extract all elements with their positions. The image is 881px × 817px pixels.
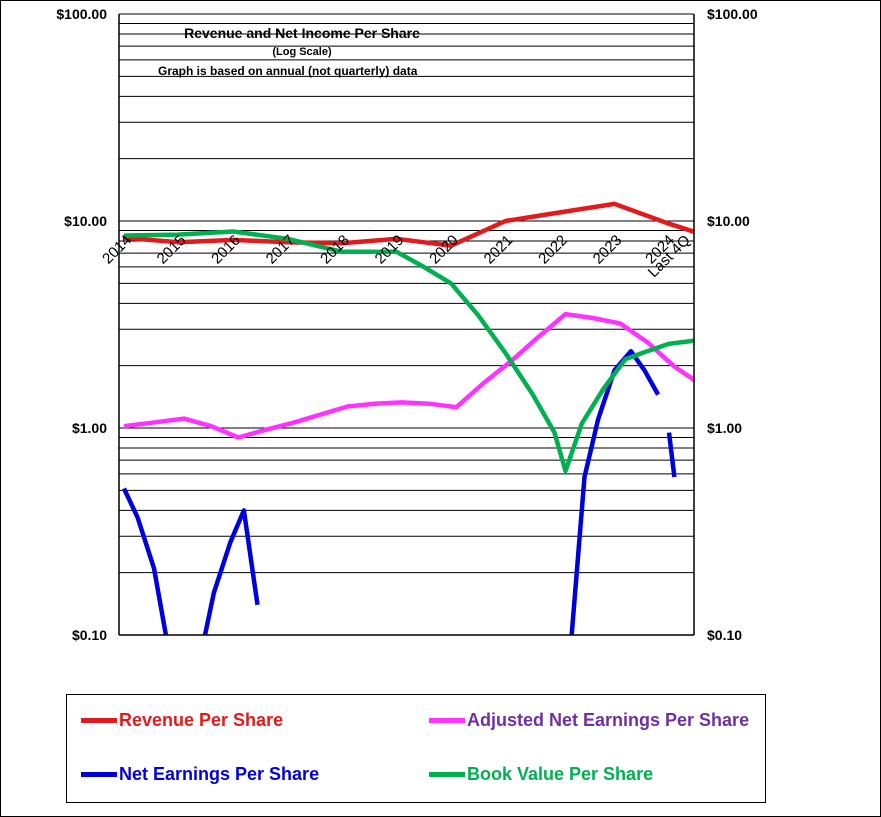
chart-subtitle: (Log Scale) (272, 46, 332, 58)
y-tick-label-right: $1.00 (707, 420, 742, 436)
y-tick-label-right: $10.00 (707, 213, 750, 229)
legend: Revenue Per Share Adjusted Net Earnings … (66, 694, 766, 803)
series-layer (121, 201, 694, 635)
grid-layer (119, 13, 694, 636)
series-line-net-earnings-per-share (569, 348, 661, 635)
x-tick-label: 2019 (372, 232, 408, 268)
legend-swatch-book-value (429, 772, 465, 777)
y-tick-label-right: $100.00 (707, 6, 758, 22)
x-tick-label: 2023 (590, 232, 626, 268)
y-tick-label-right: $0.10 (707, 627, 742, 643)
legend-label-net-earnings: Net Earnings Per Share (119, 764, 320, 784)
y-tick-label-left: $0.10 (72, 627, 107, 643)
series-line-net-earnings-per-share (202, 508, 260, 635)
y-tick-label-left: $10.00 (64, 213, 107, 229)
x-tick-label: 2016 (208, 232, 244, 268)
legend-label-adjusted-net-earnings: Adjusted Net Earnings Per Share (467, 710, 750, 730)
legend-item-adjusted-net-earnings: Adjusted Net Earnings Per Share (429, 710, 749, 731)
x-tick-label: 2021 (481, 232, 517, 268)
series-line-net-earnings-per-share (121, 487, 169, 635)
axis-layer (118, 14, 695, 636)
legend-label-revenue: Revenue Per Share (119, 710, 284, 730)
legend-item-net-earnings: Net Earnings Per Share (81, 764, 319, 785)
legend-label-book-value: Book Value Per Share (467, 764, 654, 784)
series-line-revenue-per-share (123, 201, 694, 248)
legend-swatch-adjusted-net-earnings (429, 718, 465, 723)
y-tick-label-left: $1.00 (72, 420, 107, 436)
label-layer: Revenue and Net Income Per Share (Log Sc… (56, 6, 757, 643)
legend-item-book-value: Book Value Per Share (429, 764, 653, 785)
series-line-net-earnings-per-share (666, 432, 677, 478)
x-tick-label: 2020 (426, 232, 462, 268)
chart-title: Revenue and Net Income Per Share (184, 25, 420, 41)
series-line-adjusted-net-earnings-per-share (123, 311, 694, 440)
legend-swatch-net-earnings (81, 772, 117, 777)
y-tick-label-left: $100.00 (56, 6, 107, 22)
legend-swatch-revenue (81, 718, 117, 723)
chart-note: Graph is based on annual (not quarterly)… (158, 64, 418, 78)
x-tick-label: 2022 (535, 232, 571, 268)
series-line-book-value-per-share (123, 229, 694, 474)
legend-item-revenue: Revenue Per Share (81, 710, 283, 731)
